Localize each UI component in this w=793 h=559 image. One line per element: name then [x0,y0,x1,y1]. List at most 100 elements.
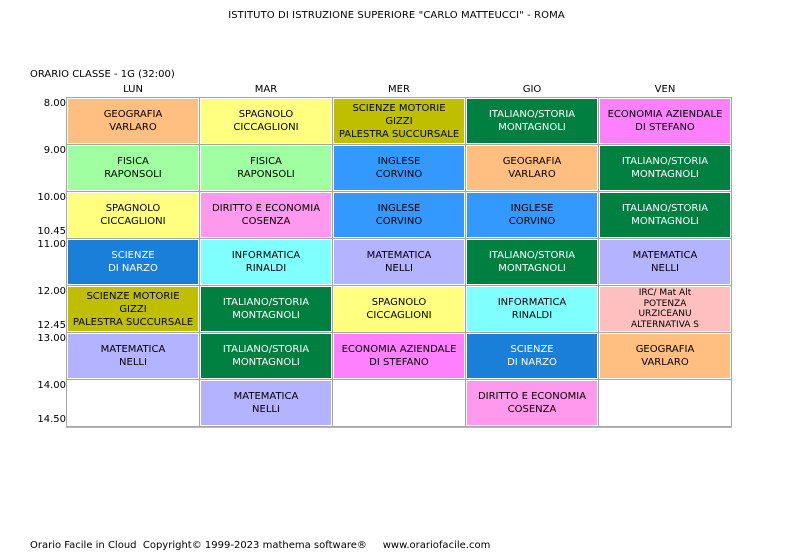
subject-label: SPAGNOLO [238,109,294,120]
lesson-cell: MATEMATICA NELLI [199,379,333,427]
detail-label: CORVINO [375,216,423,227]
lesson-cell: ITALIANO/STORIA MONTAGNOLI [598,191,732,239]
lesson-cell: ITALIANO/STORIA MONTAGNOLI [465,97,599,145]
subject-label: FISICA [117,156,149,167]
subject-label: SPAGNOLO [371,297,427,308]
subject-label: GEOGRAFIA [635,344,695,355]
time-label: 14.50 [37,414,66,425]
subject-label: SCIENZE [510,344,554,355]
lesson-cell: ITALIANO/STORIA MONTAGNOLI [465,238,599,286]
empty-lesson-cell [332,379,466,427]
lesson-cell: MATEMATICA NELLI [598,238,732,286]
lesson-cell: INGLESE CORVINO [465,191,599,239]
empty-lesson-cell [598,379,732,427]
detail-label: RINALDI [511,310,553,321]
lesson-cell: GEOGRAFIA VARLARO [598,332,732,380]
detail-label: RAPONSOLI [104,169,162,180]
subject-label: ITALIANO/STORIA [488,109,576,120]
day-header-mer: MER [388,84,410,95]
subject-label: IRC/ Mat Alt [638,288,692,298]
lesson-cell: ITALIANO/STORIA MONTAGNOLI [598,144,732,192]
footer-copyright: Orario Facile in Cloud Copyright© 1999-2… [30,540,491,551]
lesson-cell: FISICA RAPONSOLI [199,144,333,192]
lesson-cell: INFORMATICA RINALDI [465,285,599,333]
lesson-cell: SCIENZE MOTORIE GIZZI PALESTRA SUCCURSALE [332,97,466,145]
subject-label: ITALIANO/STORIA [621,203,709,214]
lesson-cell: FISICA RAPONSOLI [66,144,200,192]
subject-label: MATEMATICA [632,250,698,261]
subject-label: SCIENZE MOTORIE [352,102,446,114]
subject-label: SCIENZE [111,250,155,261]
subject-label: INFORMATICA [231,250,301,261]
detail-label: CICCAGLIONI [366,310,432,321]
detail-label: NELLI [252,404,280,415]
lesson-cell: SCIENZE DI NARZO [465,332,599,380]
subject-label: SPAGNOLO [105,203,161,214]
time-label: 12.00 [37,286,66,297]
detail-label: VARLARO [109,122,157,133]
subject-label: FISICA [250,156,282,167]
lesson-cell: MATEMATICA NELLI [66,332,200,380]
detail-label: PALESTRA SUCCURSALE [338,128,460,140]
time-label: 8.00 [43,98,66,109]
detail-label: RINALDI [245,263,287,274]
detail-label: POTENZA [643,298,687,309]
detail-label: DI STEFANO [369,357,429,368]
lesson-cell: INGLESE CORVINO [332,191,466,239]
subject-label: SCIENZE MOTORIE [86,290,180,302]
day-header-gio: GIO [522,84,542,95]
detail-label: MONTAGNOLI [232,310,300,321]
detail-label: COSENZA [241,216,291,227]
lesson-cell: SPAGNOLO CICCAGLIONI [199,97,333,145]
detail-label: URZICEANU [638,309,692,319]
detail-label: VARLARO [641,357,689,368]
empty-lesson-cell [66,379,200,427]
subject-label: MATEMATICA [100,344,166,355]
detail-label: DI NARZO [507,357,557,368]
lesson-cell: GEOGRAFIA VARLARO [66,97,200,145]
day-header-mar: MAR [254,84,278,95]
subject-label: DIRITTO E ECONOMIA [211,203,321,214]
time-label: 11.00 [37,239,66,250]
subject-label: INGLESE [377,156,421,167]
lesson-cell: MATEMATICA NELLI [332,238,466,286]
lesson-cell: ITALIANO/STORIA MONTAGNOLI [199,285,333,333]
lesson-cell: DIRITTO E ECONOMIA COSENZA [199,191,333,239]
day-header-lun: LUN [123,84,143,95]
detail-label: CICCAGLIONI [233,122,299,133]
subject-label: ECONOMIA AZIENDALE [341,344,457,355]
time-label: 9.00 [43,145,66,156]
time-label: 10.45 [37,226,66,237]
detail-label: VARLARO [508,169,556,180]
subject-label: GEOGRAFIA [502,156,562,167]
lesson-cell: GEOGRAFIA VARLARO [465,144,599,192]
detail-label: MONTAGNOLI [631,216,699,227]
time-label: 10.00 [37,192,66,203]
lesson-cell: SPAGNOLO CICCAGLIONI [332,285,466,333]
lesson-cell: INFORMATICA RINALDI [199,238,333,286]
subject-label: ITALIANO/STORIA [222,344,310,355]
time-label: 13.00 [37,333,66,344]
subject-label: DIRITTO E ECONOMIA [477,391,587,402]
detail-label: PALESTRA SUCCURSALE [72,316,194,328]
detail-label: DI STEFANO [635,122,695,133]
lesson-cell: ECONOMIA AZIENDALE DI STEFANO [332,332,466,380]
subject-label: MATEMATICA [366,250,432,261]
detail-label: NELLI [385,263,413,274]
subject-label: ITALIANO/STORIA [621,156,709,167]
school-title: ISTITUTO DI ISTRUZIONE SUPERIORE "CARLO … [228,10,565,21]
detail-label: DI NARZO [108,263,158,274]
detail-label: MONTAGNOLI [498,263,566,274]
detail-label: ALTERNATIVA S [630,319,700,330]
detail-label: MONTAGNOLI [232,357,300,368]
detail-label: NELLI [651,263,679,274]
subject-label: INGLESE [510,203,554,214]
lesson-cell: DIRITTO E ECONOMIA COSENZA [465,379,599,427]
detail-label: NELLI [119,357,147,368]
subject-label: ECONOMIA AZIENDALE [607,109,723,120]
day-header-ven: VEN [654,84,676,95]
detail-label: COSENZA [507,404,557,415]
subject-label: ITALIANO/STORIA [488,250,576,261]
lesson-cell: IRC/ Mat Alt POTENZA URZICEANU ALTERNATIVA … [598,285,732,333]
lesson-cell: INGLESE CORVINO [332,144,466,192]
